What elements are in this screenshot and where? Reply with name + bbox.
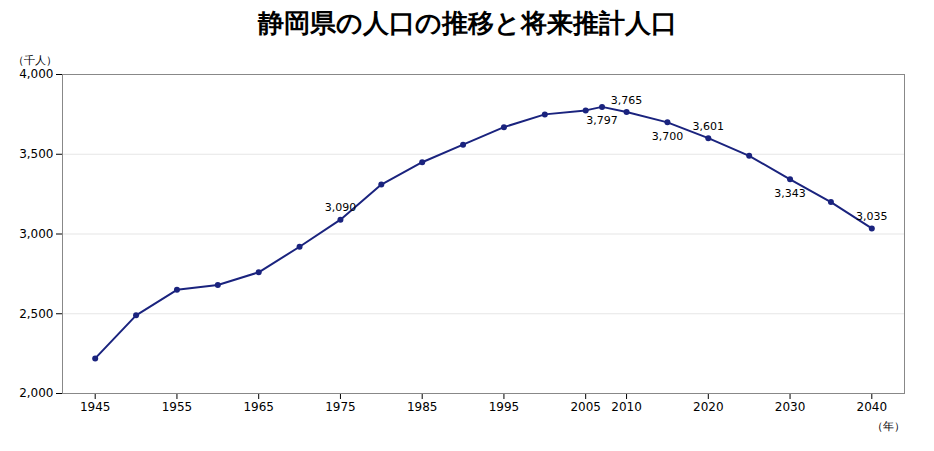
svg-text:3,700: 3,700 bbox=[652, 130, 684, 143]
svg-text:1965: 1965 bbox=[243, 400, 274, 414]
svg-text:3,797: 3,797 bbox=[586, 114, 618, 127]
svg-text:2,000: 2,000 bbox=[19, 386, 53, 400]
svg-text:1945: 1945 bbox=[80, 400, 111, 414]
svg-text:3,343: 3,343 bbox=[774, 187, 806, 200]
svg-text:（千人）: （千人） bbox=[13, 54, 57, 67]
svg-text:2,500: 2,500 bbox=[19, 307, 53, 321]
svg-text:3,765: 3,765 bbox=[611, 94, 643, 107]
svg-text:2020: 2020 bbox=[693, 400, 724, 414]
svg-text:2030: 2030 bbox=[775, 400, 806, 414]
svg-text:3,090: 3,090 bbox=[325, 201, 357, 214]
svg-text:3,601: 3,601 bbox=[693, 120, 725, 133]
html-text:静岡県の人口の推移と将来推計人口: 静岡県の人口の推移と将来推計人口 bbox=[257, 8, 677, 38]
svg-text:1955: 1955 bbox=[162, 400, 193, 414]
svg-text:2005: 2005 bbox=[570, 400, 601, 414]
svg-text:1995: 1995 bbox=[489, 400, 520, 414]
svg-text:3,500: 3,500 bbox=[19, 147, 53, 161]
svg-text:3,035: 3,035 bbox=[856, 210, 888, 223]
svg-text:3,000: 3,000 bbox=[19, 227, 53, 241]
svg-text:1985: 1985 bbox=[407, 400, 438, 414]
svg-text:2010: 2010 bbox=[611, 400, 642, 414]
svg-text:（年）: （年） bbox=[872, 420, 905, 433]
svg-text:2040: 2040 bbox=[857, 400, 888, 414]
svg-text:4,000: 4,000 bbox=[19, 67, 53, 81]
svg-text:1975: 1975 bbox=[325, 400, 356, 414]
